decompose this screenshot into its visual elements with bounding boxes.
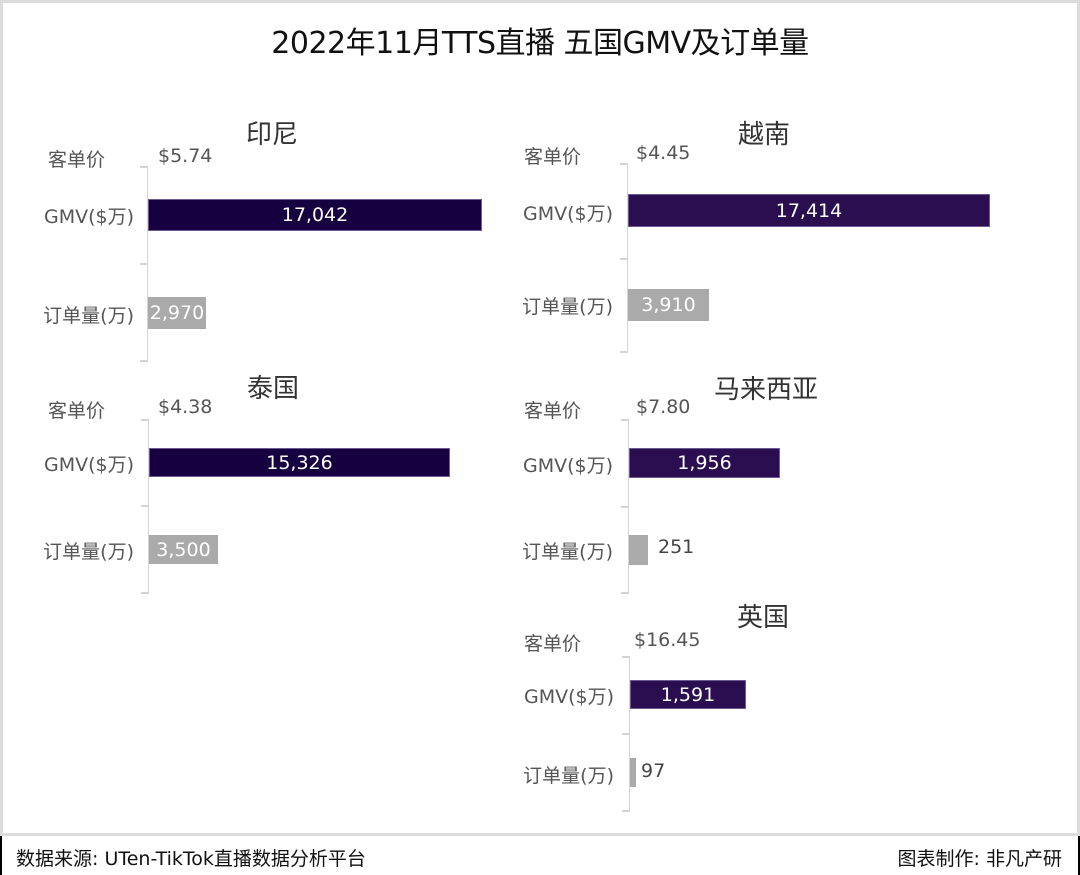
category-axis	[140, 166, 155, 362]
axis-tick	[140, 360, 148, 362]
axis-tick	[141, 505, 149, 507]
data-source: 数据来源: UTen-TikTok直播数据分析平台	[16, 848, 366, 870]
chart-title: 2022年11月TTS直播 五国GMV及订单量	[271, 26, 809, 61]
orders-bar: 2,970	[148, 297, 206, 329]
orders-value: 251	[658, 536, 695, 558]
gmv-value: 17,042	[281, 204, 349, 226]
panel-title: 印尼	[245, 120, 299, 150]
category-axis	[620, 163, 635, 353]
axis-tick	[622, 733, 630, 735]
gmv-bar: 1,956	[629, 448, 780, 478]
orders-value: 3,910	[641, 294, 696, 316]
panel-title: 泰国	[246, 374, 300, 404]
axis-tick	[622, 810, 630, 812]
aov-label: 客单价	[524, 400, 582, 422]
panel-title: 英国	[736, 603, 790, 633]
orders-label: 订单量(万)	[522, 541, 613, 563]
orders-value: 2,970	[149, 302, 205, 324]
aov-value: $5.74	[158, 145, 213, 167]
gmv-value: 1,956	[677, 452, 732, 474]
panel-title: 越南	[737, 120, 791, 150]
axis-tick	[621, 592, 629, 594]
aov-value: $4.45	[636, 142, 691, 164]
gmv-value: 17,414	[775, 199, 843, 222]
aov-label: 客单价	[524, 633, 582, 655]
gmv-value: 1,591	[660, 683, 716, 706]
axis-tick	[620, 351, 628, 353]
gmv-bar: 15,326	[149, 448, 450, 477]
orders-label: 订单量(万)	[522, 296, 613, 318]
axis-tick	[622, 656, 630, 658]
gmv-bar: 17,414	[628, 194, 990, 227]
gmv-label: GMV($万)	[43, 206, 134, 228]
aov-label: 客单价	[524, 146, 582, 168]
aov-value: $16.45	[634, 629, 701, 651]
orders-bar	[629, 535, 648, 565]
orders-label: 订单量(万)	[523, 765, 614, 787]
axis-tick	[620, 258, 628, 260]
axis-tick	[140, 166, 148, 168]
gmv-label: GMV($万)	[522, 203, 613, 225]
orders-value: 97	[641, 760, 666, 782]
aov-label: 客单价	[48, 149, 106, 171]
category-axis	[622, 656, 637, 812]
gmv-label: GMV($万)	[522, 455, 613, 477]
category-axis	[141, 419, 156, 594]
chart-credit: 图表制作: 非凡产研	[897, 848, 1062, 870]
category-axis	[621, 419, 636, 594]
panel-title: 马来西亚	[713, 375, 819, 405]
axis-tick	[620, 163, 628, 165]
footer: 数据来源: UTen-TikTok直播数据分析平台 图表制作: 非凡产研	[0, 836, 1080, 875]
axis-tick	[621, 506, 629, 508]
aov-value: $4.38	[158, 396, 213, 418]
aov-value: $7.80	[636, 396, 691, 418]
orders-label: 订单量(万)	[43, 541, 134, 563]
axis-tick	[621, 419, 629, 421]
aov-label: 客单价	[48, 400, 106, 422]
chart-frame	[0, 0, 1080, 836]
orders-value: 3,500	[156, 538, 211, 561]
gmv-value: 15,326	[266, 451, 333, 474]
axis-tick	[140, 263, 148, 265]
orders-bar: 3,500	[149, 535, 218, 564]
orders-bar: 3,910	[628, 289, 709, 321]
axis-tick	[141, 419, 149, 421]
gmv-label: GMV($万)	[523, 686, 614, 708]
axis-tick	[141, 592, 149, 594]
orders-bar	[630, 758, 636, 787]
orders-label: 订单量(万)	[43, 305, 134, 327]
gmv-label: GMV($万)	[43, 454, 134, 476]
gmv-bar: 17,042	[148, 199, 482, 231]
gmv-bar: 1,591	[630, 680, 746, 709]
